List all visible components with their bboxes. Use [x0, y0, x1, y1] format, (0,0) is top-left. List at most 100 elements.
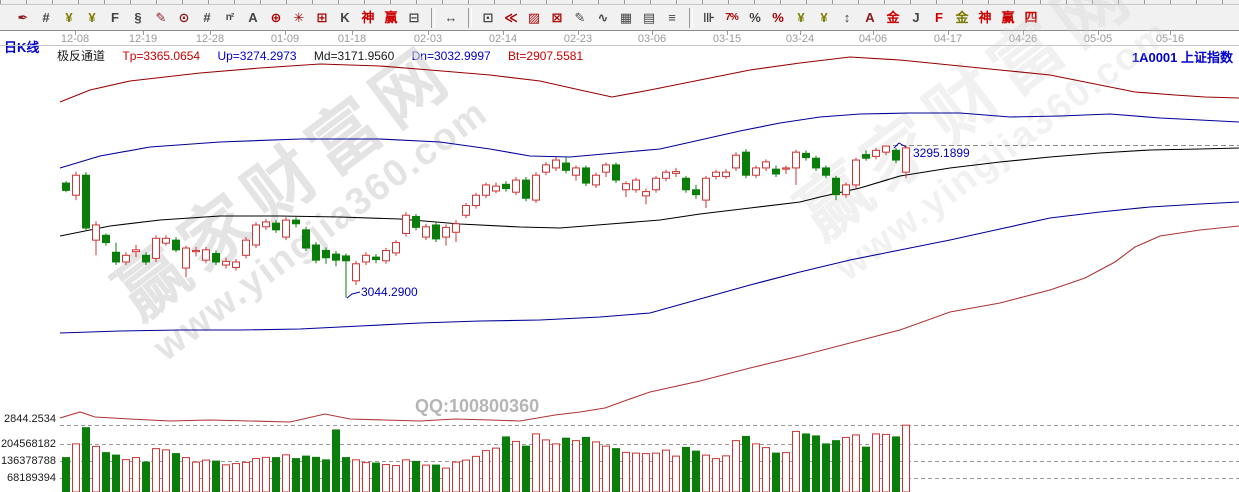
toolbar-grid-123-icon[interactable]: ⊟	[408, 9, 420, 25]
channel-line-tp	[59, 56, 1239, 103]
indicator-name: 极反通道	[57, 49, 106, 63]
watermark-qq: QQ:100800360	[415, 396, 540, 416]
toolbar-ying-icon[interactable]: 赢	[384, 9, 397, 25]
date-tick	[1170, 31, 1171, 35]
date-tick	[948, 31, 949, 35]
toolbar-stats-bars-icon[interactable]: ⊪	[703, 9, 715, 25]
toolbar-v-resize-icon[interactable]: ↕	[843, 9, 851, 25]
toolbar-j-slash-icon[interactable]: J	[912, 9, 919, 25]
toolbar-percent-line-icon[interactable]: 7%	[725, 11, 738, 23]
annotation-high: 3295.1899	[912, 146, 971, 160]
date-label-02-03: 02-03	[413, 33, 443, 45]
toolbar-compass-icon[interactable]: ⊙	[178, 9, 190, 25]
date-tick	[1098, 31, 1099, 35]
date-tick	[75, 31, 76, 35]
date-tick	[210, 31, 211, 35]
drawing-toolbar: ✒ # ¥ ¥ F § ✎ ⊙ # n² A ⊕ ✳ ⊞ K 神赢 ⊟ ↔ ⊡ ≪ ▨ ⊠ ✎ ∿ ▦ ▤ ≡ ⊪ 7%%% ¥ ¥ ↕ A 金 J…	[0, 5, 1239, 31]
date-tick	[873, 31, 874, 35]
indicator-bt: Bt=2907.5581	[508, 49, 584, 63]
date-tick	[285, 31, 286, 35]
toolbar-grid-tool-icon[interactable]: #	[42, 9, 49, 25]
date-label-12-08: 12-08	[60, 33, 90, 45]
toolbar-line-draw-icon[interactable]: ✎	[574, 9, 586, 25]
date-label-01-18: 01-18	[337, 33, 367, 45]
date-tick	[800, 31, 801, 35]
toolbar-gold-box-icon[interactable]: ¥	[65, 9, 72, 25]
date-label-03-15: 03-15	[712, 33, 742, 45]
toolbar-shen-icon[interactable]: 神	[361, 9, 374, 25]
date-label-03-06: 03-06	[637, 33, 667, 45]
channel-line-md	[59, 147, 1239, 237]
channel-line-dn	[59, 201, 1239, 334]
toolbar-crosshair-icon[interactable]: ⊕	[270, 9, 282, 25]
toolbar-gold-box2-icon[interactable]: ¥	[88, 9, 95, 25]
toolbar-a-ruler-icon[interactable]: A	[248, 9, 257, 25]
toolbar-gold-lines-icon[interactable]: ¥	[820, 9, 827, 25]
date-label-02-14: 02-14	[488, 33, 518, 45]
toolbar-shen-slash-icon[interactable]: 神	[978, 9, 991, 25]
toolbar-n2-icon[interactable]: n²	[225, 11, 234, 23]
date-label-04-17: 04-17	[933, 33, 963, 45]
toolbar-gann-box-icon[interactable]: ▨	[527, 9, 540, 25]
toolbar-ying-slash-icon[interactable]: 赢	[1001, 9, 1014, 25]
clipped-menu-strip	[0, 0, 1239, 5]
toolbar-h-resize-icon[interactable]: ↔	[444, 9, 458, 25]
toolbar-grid-fill-icon[interactable]: ▦	[619, 9, 632, 25]
indicator-dn: Dn=3032.9997	[411, 49, 491, 63]
date-tick	[578, 31, 579, 35]
toolbar-pen-icon[interactable]: ✎	[155, 9, 167, 25]
toolbar-gold-slash-icon[interactable]: 金	[955, 9, 968, 25]
toolbar-parallel-lines-icon[interactable]: ≡	[668, 9, 676, 25]
toolbar-star-icon[interactable]: ✳	[293, 9, 305, 25]
date-tick	[727, 31, 728, 35]
date-label-02-23: 02-23	[563, 33, 593, 45]
date-tick	[503, 31, 504, 35]
indicator-up: Up=3274.2973	[217, 49, 297, 63]
toolbar-separator	[431, 7, 435, 28]
date-label-03-24: 03-24	[785, 33, 815, 45]
volume-tick-3: 68189394	[7, 472, 56, 484]
date-label-05-05: 05-05	[1083, 33, 1113, 45]
toolbar-grid-arrow-icon[interactable]: ▤	[642, 9, 655, 25]
price-axis-label: 2844.2534	[4, 413, 56, 425]
toolbar-f-ruler-icon[interactable]: F	[111, 9, 119, 25]
toolbar-grid-box-icon[interactable]: ⊞	[316, 9, 328, 25]
toolbar-f-slash-icon[interactable]: F	[935, 9, 943, 25]
toolbar-percent-red-icon[interactable]: %	[772, 9, 784, 25]
date-label-04-26: 04-26	[1008, 33, 1038, 45]
date-tick	[652, 31, 653, 35]
toolbar-gold-circle-icon[interactable]: ¥	[797, 9, 804, 25]
toolbar-grid2-icon[interactable]: #	[203, 9, 210, 25]
toolbar-a-wave-icon[interactable]: A	[865, 9, 874, 25]
toolbar-box-select-icon[interactable]: ⊡	[482, 9, 494, 25]
toolbar-si-slash-icon[interactable]: 四	[1024, 9, 1037, 25]
date-label-01-09: 01-09	[270, 33, 300, 45]
toolbar-percent-icon[interactable]: %	[749, 9, 761, 25]
toolbar-wave-icon[interactable]: ∿	[597, 9, 609, 25]
date-tick	[428, 31, 429, 35]
annotation-low: 3044.2900	[360, 285, 419, 299]
toolbar-separator	[468, 7, 472, 28]
period-label: 日K线	[4, 40, 40, 55]
date-label-05-16: 05-16	[1155, 33, 1185, 45]
date-tick	[352, 31, 353, 35]
toolbar-spiral-icon[interactable]: §	[134, 9, 141, 25]
channel-line-up	[59, 112, 1239, 169]
indicator-md: Md=3171.9560	[313, 49, 395, 63]
toolbar-brush-tool-icon[interactable]: ✒	[17, 9, 29, 25]
date-label-04-06: 04-06	[858, 33, 888, 45]
indicator-tp: Tp=3365.0654	[122, 49, 201, 63]
date-label-12-19: 12-19	[128, 33, 158, 45]
volume-tick-2: 136378788	[0, 455, 56, 467]
toolbar-k-prime-icon[interactable]: K	[340, 9, 349, 25]
toolbar-ray-fan-icon[interactable]: ≪	[504, 9, 518, 25]
date-label-12-28: 12-28	[195, 33, 225, 45]
indicator-readout: 极反通道 Tp=3365.0654 Up=3274.2973 Md=3171.9…	[57, 47, 597, 64]
toolbar-gann-grid-icon[interactable]: ⊠	[551, 9, 563, 25]
volume-tick-1: 204568182	[0, 438, 56, 450]
channel-line-bt	[59, 225, 1239, 423]
toolbar-gold-underline-icon[interactable]: 金	[886, 9, 899, 25]
toolbar-separator	[689, 7, 693, 28]
